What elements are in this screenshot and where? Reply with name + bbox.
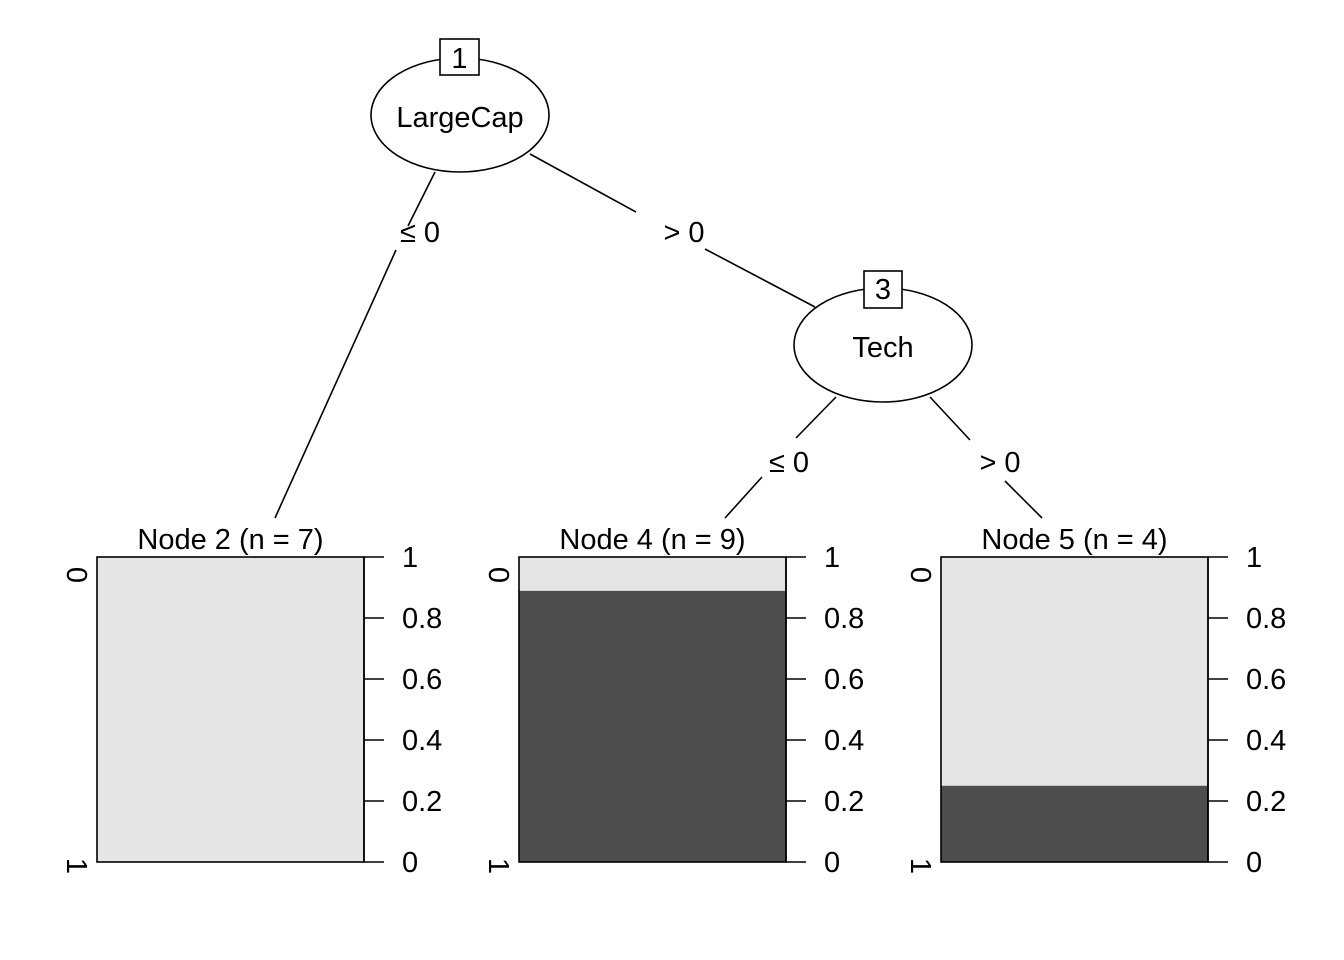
axis-tick-label: 0.4 [824, 725, 864, 757]
edge-line-1-3b [704, 248, 816, 308]
edge-line-3-5b [1004, 480, 1043, 519]
axis-tick-label: 0.4 [402, 725, 442, 757]
axis-tick-label: 0.2 [1246, 786, 1286, 818]
axis-tick-label: 0 [824, 847, 840, 879]
bar-segment-class-1 [941, 785, 1208, 862]
node-variable-label: Tech [852, 332, 913, 364]
node-id-label: 3 [875, 274, 891, 306]
axis-tick-label: 0 [402, 847, 418, 879]
node-variable-label: LargeCap [396, 102, 523, 134]
terminal-node-title: Node 4 (n = 9) [559, 524, 745, 556]
axis-tick-label: 0.2 [824, 786, 864, 818]
class-label-top: 0 [60, 567, 92, 583]
axis-tick-label: 1 [402, 542, 418, 574]
axis-tick-label: 1 [824, 542, 840, 574]
inner-node-1: LargeCap 1 [370, 38, 550, 173]
terminal-node-title: Node 5 (n = 4) [981, 524, 1167, 556]
class-label-bottom: 1 [904, 858, 936, 874]
class-label-bottom: 1 [60, 858, 92, 874]
terminal-node-title: Node 2 (n = 7) [137, 524, 323, 556]
edge-label-1-3: > 0 [663, 217, 704, 249]
bar-segment-class-1 [519, 590, 786, 862]
terminal-node-panel: Node 5 (n = 4) 0 1 0 0.2 0.4 0.6 0.8 1 [904, 524, 1286, 879]
edge-label-1-2: ≤ 0 [400, 217, 440, 249]
axis-tick-label: 0 [1246, 847, 1262, 879]
node-id-box [863, 270, 903, 309]
bar-segment-class-0 [519, 557, 786, 591]
class-label-bottom: 1 [482, 858, 514, 874]
axis-tick-label: 0.6 [824, 664, 864, 696]
axis-tick-label: 0.8 [1246, 603, 1286, 635]
axis-tick-label: 0.4 [1246, 725, 1286, 757]
terminal-node-panel: Node 4 (n = 9) 0 1 0 0.2 0.4 0.6 0.8 1 [482, 524, 864, 879]
edge-label-3-5: > 0 [979, 447, 1020, 479]
bar-segment-class-0 [97, 557, 364, 862]
terminal-node-panel: Node 2 (n = 7) 0 1 0 0.2 0.4 0.6 0.8 1 [60, 524, 442, 879]
node-id-label: 1 [451, 43, 467, 75]
axis-tick-label: 0.6 [1246, 664, 1286, 696]
edge-line-1-3a [529, 153, 637, 213]
edge-line-1-2a [407, 171, 436, 227]
bar-segment-class-0 [941, 557, 1208, 786]
axis-tick-label: 0.8 [402, 603, 442, 635]
tree-edges: ≤ 0 > 0 ≤ 0 > 0 [274, 153, 1043, 519]
edge-line-3-4a [795, 396, 837, 439]
edge-label-3-4: ≤ 0 [769, 447, 809, 479]
edge-line-3-4b [724, 476, 763, 519]
inner-node-3: Tech 3 [793, 270, 973, 403]
edge-line-3-5a [929, 396, 971, 441]
axis-tick-label: 0.8 [824, 603, 864, 635]
edge-line-1-2b [274, 249, 397, 519]
class-label-top: 0 [904, 567, 936, 583]
axis-tick-label: 1 [1246, 542, 1262, 574]
axis-tick-label: 0.2 [402, 786, 442, 818]
axis-tick-label: 0.6 [402, 664, 442, 696]
node-id-box [439, 38, 480, 76]
class-label-top: 0 [482, 567, 514, 583]
